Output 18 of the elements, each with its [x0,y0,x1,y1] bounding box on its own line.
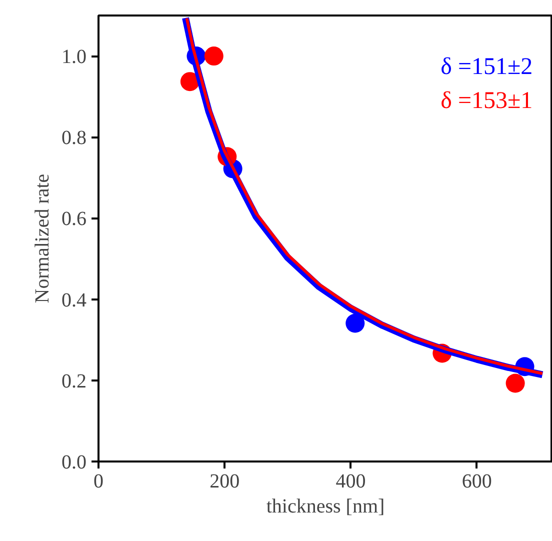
y-tick-label: 0.6 [62,208,86,230]
point [346,314,365,333]
x-tick-label: 400 [336,470,366,492]
point [180,72,200,92]
point [204,46,224,66]
annotation: δ =153±1 [440,88,533,114]
x-axis-title: thickness [nm] [266,496,385,518]
y-tick-label: 0.8 [62,127,86,150]
x-tick-label: 200 [210,470,240,492]
x-tick-label: 0 [94,470,104,492]
y-tick-label: 1.0 [62,46,86,68]
y-tick-label: 0.2 [62,370,86,392]
annotation: δ =151±2 [440,54,533,80]
x-tick-label: 600 [462,470,492,492]
y-tick-label: 0.4 [62,289,86,312]
y-axis-title: Normalized rate [32,174,54,304]
y-tick-label: 0.0 [62,452,86,474]
point [506,374,525,393]
